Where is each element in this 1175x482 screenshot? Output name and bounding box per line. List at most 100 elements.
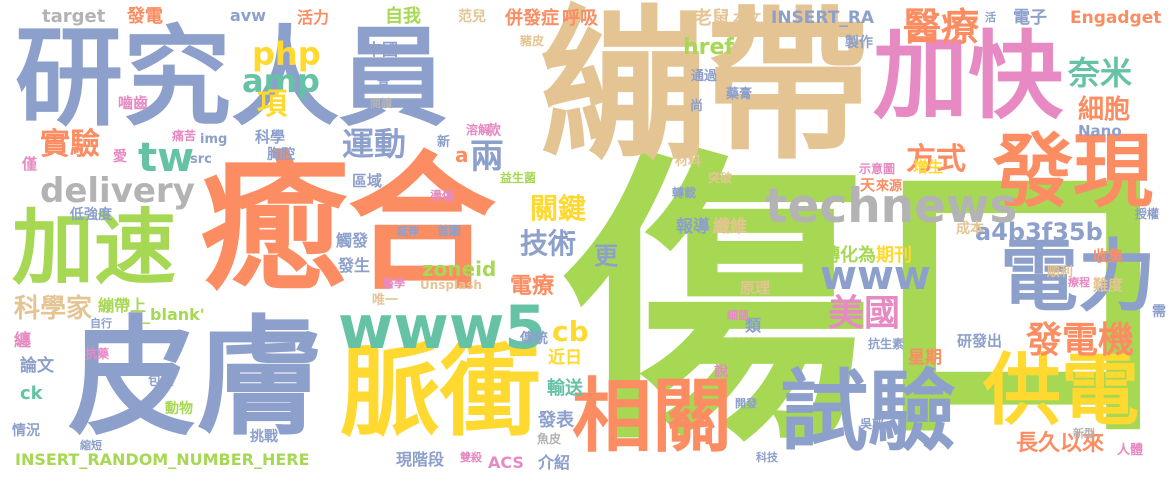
word: 吳郭 bbox=[860, 417, 885, 431]
word: 醫學 bbox=[383, 277, 405, 290]
word: 延伸 bbox=[397, 225, 419, 238]
word: 技術 bbox=[520, 227, 577, 260]
word: 類 bbox=[745, 316, 762, 335]
word: 愛 bbox=[113, 149, 127, 165]
word: avw bbox=[230, 6, 267, 25]
word: 轉化為 bbox=[822, 245, 876, 266]
word: INSERT_RA bbox=[771, 8, 875, 28]
word: 人體 bbox=[1117, 443, 1144, 458]
word: 供電 bbox=[983, 346, 1140, 436]
word: INSERT_RANDOM_NUMBER_HERE bbox=[15, 450, 310, 469]
word: 試驗 bbox=[780, 360, 957, 463]
word: 更 bbox=[594, 242, 618, 270]
word: 呼吸 bbox=[562, 8, 598, 29]
word: 首圖 bbox=[437, 224, 462, 238]
word: technews bbox=[765, 179, 1018, 234]
word: 美國 bbox=[828, 293, 901, 334]
word: 加速 bbox=[12, 201, 177, 296]
word: a4b3f35b bbox=[975, 218, 1103, 246]
word: 來源 bbox=[876, 179, 903, 194]
word: 轉載 bbox=[672, 186, 697, 200]
word: 抗生素 bbox=[868, 337, 905, 351]
word: 兩 bbox=[470, 137, 504, 177]
word: src bbox=[190, 152, 212, 167]
word: 發生 bbox=[338, 256, 371, 275]
word: 項 bbox=[257, 87, 287, 122]
word: 雙殺 bbox=[460, 451, 482, 464]
word: 介紹 bbox=[538, 453, 571, 472]
word: 癒合 bbox=[200, 138, 496, 310]
word: www5 bbox=[338, 293, 547, 363]
word: 論文 bbox=[20, 356, 54, 376]
word: tw bbox=[138, 135, 195, 181]
word: 活力 bbox=[297, 8, 330, 27]
word: Engadget bbox=[1070, 8, 1162, 28]
word: 方式 bbox=[906, 142, 966, 177]
word: 中國 bbox=[366, 40, 399, 59]
word: 突破 bbox=[708, 171, 733, 185]
word: n bbox=[402, 94, 415, 115]
word: 溶解 bbox=[466, 123, 491, 137]
word: delivery bbox=[40, 171, 195, 211]
word: 益生菌 bbox=[500, 171, 537, 185]
word: 成本 bbox=[956, 221, 984, 237]
word: amp bbox=[242, 62, 320, 100]
word: 胸腔 bbox=[267, 147, 295, 163]
word: Unsplash bbox=[420, 278, 482, 292]
word: 魚皮 bbox=[537, 432, 562, 446]
word: 區域 bbox=[352, 172, 383, 190]
word: zoneid bbox=[422, 257, 497, 281]
word: 僅 bbox=[22, 155, 38, 173]
word: 動物 bbox=[165, 401, 193, 417]
word: 發表 bbox=[538, 410, 574, 431]
word: 閱讀 bbox=[370, 97, 392, 110]
word: 研發出 bbox=[957, 332, 1003, 350]
word: 細菌 bbox=[727, 309, 749, 322]
word: 挑戰 bbox=[250, 429, 278, 445]
word: 醫療 bbox=[903, 5, 980, 49]
word: 期刊 bbox=[876, 245, 912, 266]
word: 細胞 bbox=[1078, 95, 1131, 125]
word: a bbox=[455, 143, 469, 167]
word: 收集 bbox=[1093, 247, 1124, 265]
word: 報導 bbox=[676, 217, 710, 237]
word: 新型 bbox=[1073, 427, 1095, 440]
word: href bbox=[683, 35, 735, 60]
word: 星期 bbox=[908, 348, 942, 368]
word: 療程 bbox=[1068, 276, 1090, 289]
word: ACS bbox=[488, 453, 524, 472]
word: 詳細 bbox=[733, 336, 764, 354]
word: 藥膏 bbox=[726, 87, 753, 102]
word: cb bbox=[552, 315, 589, 348]
word: 活 bbox=[985, 11, 996, 24]
word: 嚙齒 bbox=[118, 94, 149, 112]
word: 電子 bbox=[1013, 8, 1047, 28]
word: 原理 bbox=[740, 279, 771, 297]
word: 抗藥 bbox=[85, 347, 110, 361]
word: target bbox=[42, 6, 106, 27]
word: _blank' bbox=[142, 305, 205, 324]
word: 款 bbox=[487, 123, 501, 139]
word: 電力 bbox=[1000, 232, 1157, 322]
word: 發電 bbox=[127, 6, 163, 27]
word: 傳統 bbox=[520, 331, 548, 347]
word: 關鍵 bbox=[530, 192, 587, 225]
word: 縮短 bbox=[80, 439, 102, 452]
word: 授權 bbox=[1135, 207, 1160, 221]
word: 實驗 bbox=[40, 127, 100, 162]
word: 唯一 bbox=[372, 293, 399, 308]
word: img bbox=[200, 132, 228, 147]
word: 相關 bbox=[572, 370, 732, 463]
word: 科學家 bbox=[14, 294, 93, 324]
word: 研究人員 bbox=[15, 16, 448, 141]
word: 順利 bbox=[1047, 265, 1074, 280]
word: 運動 bbox=[342, 125, 407, 163]
word: 輸送 bbox=[547, 378, 583, 399]
word: 製作 bbox=[845, 35, 873, 51]
word: 示意圖 bbox=[859, 162, 896, 176]
word: ck bbox=[20, 383, 43, 404]
word: 本文 bbox=[733, 11, 761, 27]
word: 低強度 bbox=[70, 207, 112, 223]
word: 天 bbox=[860, 176, 876, 194]
